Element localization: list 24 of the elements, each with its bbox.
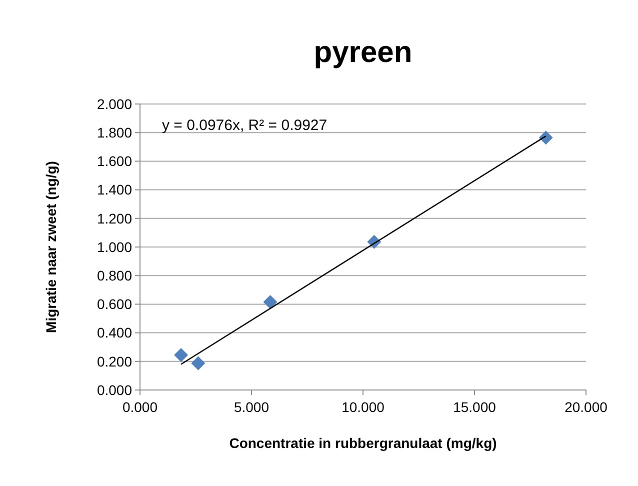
x-tick-label: 15.000 — [453, 399, 496, 415]
x-tick-label: 20.000 — [564, 399, 608, 415]
point — [174, 348, 188, 362]
y-tick-label: 0.200 — [96, 353, 132, 370]
y-tick-label: 0.400 — [96, 324, 132, 341]
y-tick-label: 1.600 — [96, 153, 132, 170]
y-tick-label: 1.800 — [96, 124, 132, 140]
y-tick-label: 0.800 — [96, 268, 132, 284]
chart-title: pyreen — [314, 36, 412, 69]
point — [263, 295, 278, 310]
y-axis-title: Migratie naar zweet (ng/g) — [43, 161, 59, 333]
y-tick-label: 1.000 — [96, 238, 132, 255]
y-tick-label: 0.000 — [96, 382, 132, 398]
x-tick-label: 5.000 — [234, 399, 270, 415]
y-tick-label: 1.400 — [96, 182, 132, 198]
point — [191, 356, 206, 370]
x-axis-title: Concentratie in rubbergranulaat (mg/kg) — [229, 435, 497, 451]
annotation: y = 0.0976x, R² = 0.9927 — [162, 117, 328, 134]
point — [538, 130, 553, 145]
y-tick-label: 1.200 — [96, 210, 132, 226]
x-tick-label: 10.000 — [342, 399, 385, 415]
x-tick-label: 0.000 — [122, 399, 158, 415]
y-tick-label: 2.000 — [96, 96, 132, 112]
y-tick-label: 0.600 — [96, 296, 132, 312]
